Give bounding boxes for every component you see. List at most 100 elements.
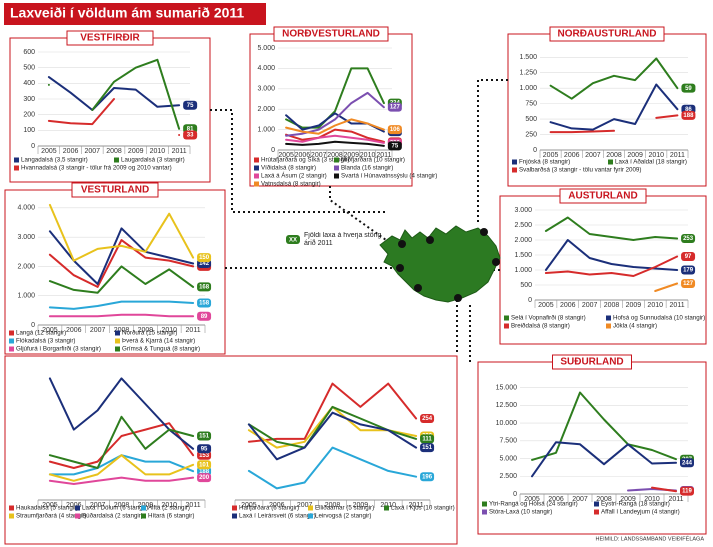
legend-label: Blanda (16 stangir) [341, 165, 393, 172]
series-line [47, 58, 181, 130]
x-tick-label: 2009 [138, 502, 154, 509]
y-tick-label: 300 [23, 96, 35, 103]
series-line [531, 391, 677, 461]
x-tick-label: 2006 [560, 302, 576, 309]
legend-swatch [75, 505, 80, 511]
legend-label: Laxá í Aðaldal (18 stangir) [615, 159, 687, 166]
x-tick-label: 2011 [409, 502, 424, 509]
series-line [47, 98, 181, 136]
x-tick-label: 2006 [548, 496, 564, 503]
end-badge [197, 444, 212, 454]
legend-label: Straumfjarðará (4 stangir) [16, 513, 87, 520]
end-badge [680, 486, 694, 496]
y-tick-label: 2.000 [17, 263, 35, 270]
x-tick-label: 2008 [327, 152, 343, 159]
end-badge [197, 282, 212, 292]
x-tick-label: 2007 [84, 148, 100, 155]
x-tick-label: 2006 [63, 148, 79, 155]
panel-frame [4, 355, 458, 545]
series-line [549, 57, 679, 100]
series-line [48, 476, 195, 485]
legend-swatch [504, 323, 509, 329]
end-badge-label: 111 [422, 436, 432, 442]
end-badge-label: 153 [199, 453, 210, 459]
end-badge-label: 142 [199, 261, 210, 267]
panel-title-box [549, 26, 665, 42]
x-tick-label: 2005 [42, 502, 58, 509]
x-tick-label: 2007 [297, 502, 313, 509]
x-tick-label: 2010 [161, 502, 177, 509]
end-badge-label: 196 [422, 474, 433, 480]
legend-swatch [232, 513, 237, 519]
end-badge-label: 253 [683, 236, 694, 242]
y-tick-label: 200 [23, 112, 35, 119]
map-caption-box: Fjöldi laxa á hverja stöng árið 2011 [304, 232, 382, 247]
legend-label: Laxá í Dölum (6 stangir) [82, 505, 148, 512]
map-dot [396, 264, 404, 272]
x-tick-label: 2005 [278, 152, 294, 159]
legend-swatch [334, 165, 339, 171]
map-caption: Fjöldi laxa á hverja stöng árið 2011 [304, 232, 382, 247]
y-tick-label: 2.500 [499, 473, 517, 480]
chart: VESTURLAND 0 1.000 2.000 3.000 4.000 2005 2006 2… [9, 182, 212, 353]
series-line [48, 454, 195, 482]
x-tick-label: 2007 [572, 496, 588, 503]
panel-title-box [552, 354, 632, 370]
y-tick-label: 600 [23, 49, 35, 56]
legend-swatch [9, 338, 14, 344]
y-tick-label: 500 [520, 282, 532, 289]
y-tick-label: 500 [525, 116, 537, 123]
y-tick-label: 1.000 [514, 267, 532, 274]
x-tick-label: 2010 [644, 496, 660, 503]
legend-label: Svartá í Húnavatnssýslu (4 stangir) [341, 173, 437, 180]
end-badge-label: 254 [422, 416, 433, 422]
x-tick-label: 2010 [647, 302, 663, 309]
legend-swatch [594, 501, 599, 507]
chart: VESTFIRÐIR 0 100 200 300 400 500 600 2005 2006 200… [14, 30, 198, 172]
legend-label: Laxá í Kjós (10 stangir) [391, 505, 455, 512]
end-badge [387, 102, 402, 112]
end-badge [681, 110, 696, 120]
legend-label: Stóra-Laxá (10 stangir) [489, 509, 552, 516]
series-line [285, 67, 385, 129]
series-line [48, 239, 195, 288]
x-tick-label: 2011 [668, 496, 683, 503]
panel-title: VESTFIRÐIR [80, 33, 140, 44]
legend-label: Selá í Vopnafirði (8 stangir) [511, 315, 586, 322]
chart: AUSTURLAND 0 500 1.000 1.500 2.000 2.500 3.000 2… [504, 188, 705, 330]
legend-label: Laugardalsá (3 stangir) [121, 157, 185, 164]
series-line [48, 265, 195, 294]
legend-swatch [254, 181, 259, 187]
end-badge [183, 130, 198, 140]
x-tick-label: 2009 [620, 496, 636, 503]
legend-swatch [594, 509, 599, 515]
y-tick-label: 3.000 [514, 207, 532, 214]
end-badge-label: 158 [199, 301, 210, 307]
end-badge [197, 311, 212, 321]
x-tick-label: 2009 [627, 152, 643, 159]
x-tick-label: 2008 [114, 327, 130, 334]
y-tick-label: 0 [528, 297, 532, 304]
legend-label: Grímsá & Tunguá (8 stangir) [122, 346, 200, 353]
legend-swatch [608, 159, 613, 165]
series-line [285, 91, 385, 137]
connector [210, 109, 385, 213]
y-tick-label: 1.500 [514, 252, 532, 259]
panel-title: VESTURLAND [81, 185, 149, 196]
x-tick-label: 2005 [543, 152, 559, 159]
x-tick-label: 2009 [343, 152, 359, 159]
legend-swatch [482, 501, 487, 507]
series-line [47, 76, 181, 111]
end-badge [420, 472, 435, 482]
panel-title: AUSTURLAND [568, 191, 637, 202]
end-badge [420, 434, 435, 444]
legend-label: Laxá í Leirársveit (6 stangir) [239, 513, 316, 520]
y-tick-label: 3.000 [257, 86, 275, 93]
end-badge-label: 151 [199, 434, 210, 440]
end-badge-label: 97 [685, 254, 692, 260]
end-badge [420, 414, 435, 424]
legend-label: Þverá & Kjarrá (14 stangir) [122, 338, 195, 345]
series-line [544, 239, 679, 271]
y-tick-label: 0 [31, 322, 35, 329]
legend-swatch [75, 513, 80, 519]
